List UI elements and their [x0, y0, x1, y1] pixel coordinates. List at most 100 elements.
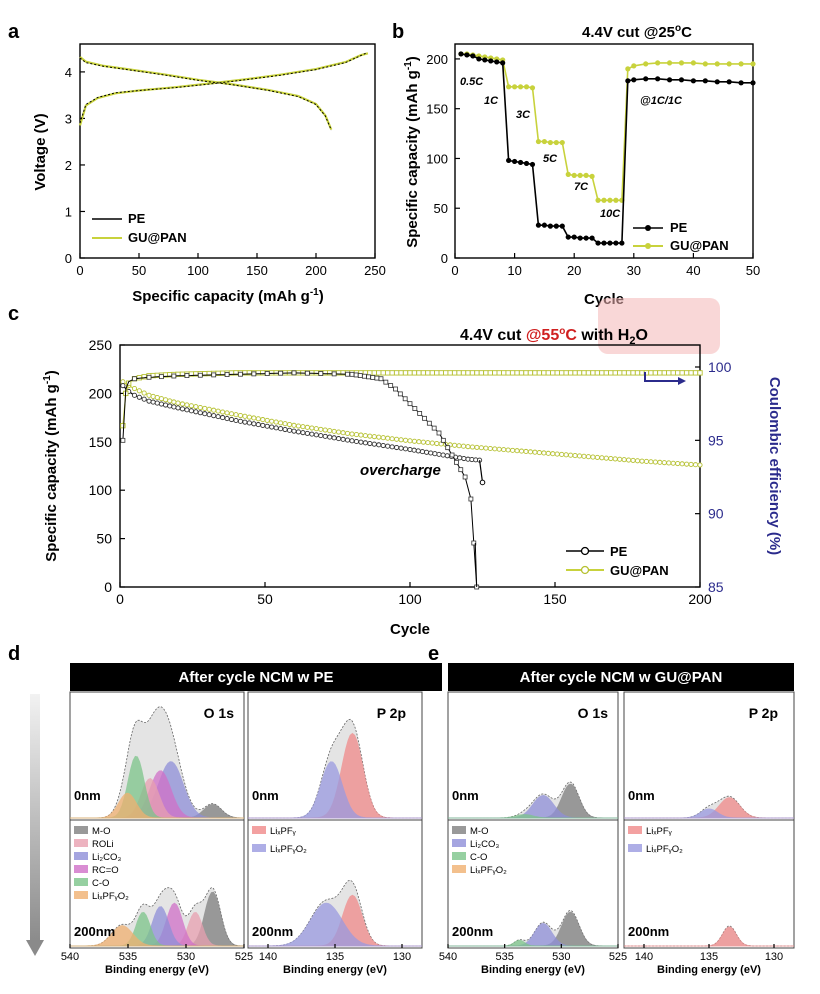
legend-swatch	[252, 844, 266, 852]
pe-point	[470, 53, 476, 59]
gu-point	[511, 84, 518, 90]
pe-ce-point	[304, 370, 310, 376]
y2-tick-label: 90	[708, 506, 724, 522]
legend-swatch	[74, 865, 88, 873]
panel-b-title: 4.4V cut @25oC	[582, 23, 692, 41]
pe-capacity-point	[197, 410, 203, 416]
pe-ce-point	[345, 371, 350, 377]
panel-a-ticks: 0 50 100 150 200 250 0 1 2 3 4	[65, 65, 386, 278]
x-tick-label: 525	[609, 951, 627, 963]
pe-capacity-point	[193, 409, 199, 415]
gu-ce-point	[518, 370, 525, 376]
panel-b-legend: PE GU@PAN	[633, 220, 729, 253]
gu-point	[643, 61, 649, 67]
pe-capacity-point	[371, 441, 377, 447]
gu-capacity-point	[496, 446, 502, 452]
pe-capacity-point	[407, 446, 413, 453]
gu-capacity-point	[269, 418, 275, 424]
gu-capacity-point	[639, 458, 645, 464]
gu-capacity-point	[154, 394, 160, 401]
gu-capacity-point	[460, 443, 467, 449]
pe-point	[655, 76, 661, 82]
o1s-bottom-frame	[447, 819, 619, 949]
x-tick-label: 10	[507, 263, 521, 278]
gu-capacity-point	[643, 458, 650, 465]
gu-capacity-point	[675, 460, 681, 467]
gu-point	[666, 60, 673, 66]
panel-b-curves	[458, 51, 756, 246]
pe-point	[529, 161, 536, 168]
legend-label: LiₓPFᵧO₂	[92, 891, 129, 902]
pe-ce-point	[146, 374, 152, 380]
gu-capacity-point	[175, 400, 181, 406]
x-tick-label: 0	[76, 263, 83, 278]
o1s-label: O 1s	[204, 705, 235, 721]
pe-capacity-point	[228, 416, 235, 423]
gu-capacity-point	[416, 439, 422, 445]
gu-capacity-point	[282, 421, 288, 427]
gu-capacity-point	[385, 435, 391, 441]
gu-point	[517, 84, 524, 90]
pe-capacity-point	[331, 435, 337, 441]
gu-capacity-point	[188, 403, 194, 409]
pe-ce-point	[197, 372, 203, 378]
panel-c: c 4.4V cut @55oC with H2O 0 50 100 150 200 0 5…	[8, 298, 783, 638]
gu-point	[625, 66, 631, 72]
gu-ce-point	[478, 370, 485, 376]
gu-point	[547, 139, 553, 146]
pe-capacity-point	[398, 445, 404, 451]
gu-capacity-point	[536, 450, 542, 456]
gu-ce-point	[487, 370, 493, 376]
pe-point	[482, 57, 488, 63]
pe-ce-point	[349, 371, 355, 377]
legend-swatch	[452, 826, 466, 834]
pe-capacity-point	[260, 422, 266, 428]
legend-swatch	[452, 865, 466, 873]
gu-capacity-point	[237, 412, 244, 419]
pe-capacity-point	[215, 414, 221, 420]
pe-ce-point	[374, 375, 380, 381]
legend-gu-label: GU@PAN	[670, 238, 729, 253]
gu-ce-point	[398, 370, 404, 376]
x-tick-label: 200	[305, 263, 327, 278]
rate-label-3c: 3C	[516, 109, 531, 121]
x-tick-label: 140	[635, 951, 653, 963]
panel-e-xps: O 1s P 2p 0nm 0nm 200nm 200nm M-O Li₂CO₃ C-O LiₓP…	[439, 691, 795, 976]
pe-point	[678, 77, 685, 83]
gu-capacity-point	[273, 419, 279, 425]
panel-c-ylabel: Specific capacity (mAh g-1)	[42, 370, 60, 561]
pe-point	[488, 58, 494, 64]
pe-capacity-point	[291, 428, 297, 434]
gu-ce-point	[617, 370, 623, 376]
gu-ce-point	[126, 380, 132, 386]
gu-capacity-point	[295, 423, 302, 429]
y-tick-label: 150	[426, 102, 448, 117]
gu-point	[738, 61, 744, 67]
pe-capacity-point	[188, 408, 194, 414]
panel-a-legend: PE GU@PAN	[92, 211, 187, 245]
rate-label-10c: 10C	[600, 208, 621, 220]
gu-point	[678, 60, 685, 66]
panel-d-xps: O 1s P 2p 0nm 0nm 200nm 200nm M-O ROLi Li₂CO₃ RC=…	[61, 691, 423, 976]
gu-capacity-point	[313, 426, 319, 432]
pe-capacity-point	[167, 403, 173, 409]
pe-capacity-point	[211, 413, 217, 419]
gu-point	[690, 60, 697, 66]
panel-c-legend: PE GU@PAN	[566, 544, 669, 578]
gu-point	[631, 63, 637, 69]
pe-point	[494, 59, 500, 65]
gu-capacity-point	[322, 427, 328, 433]
gu-point	[726, 61, 732, 67]
gu-capacity-point	[679, 461, 685, 467]
legend-swatch	[252, 826, 266, 834]
gu-capacity-point	[666, 460, 672, 466]
pe-capacity-point	[428, 450, 434, 456]
pe-ce-drop	[474, 542, 478, 588]
gu-ce-point	[634, 370, 641, 376]
gu-ce-point	[411, 370, 418, 376]
pe-capacity-point	[150, 399, 156, 405]
gu-ce-point	[505, 370, 511, 376]
pe-capacity-point	[146, 398, 152, 404]
gu-capacity-point	[136, 388, 142, 394]
